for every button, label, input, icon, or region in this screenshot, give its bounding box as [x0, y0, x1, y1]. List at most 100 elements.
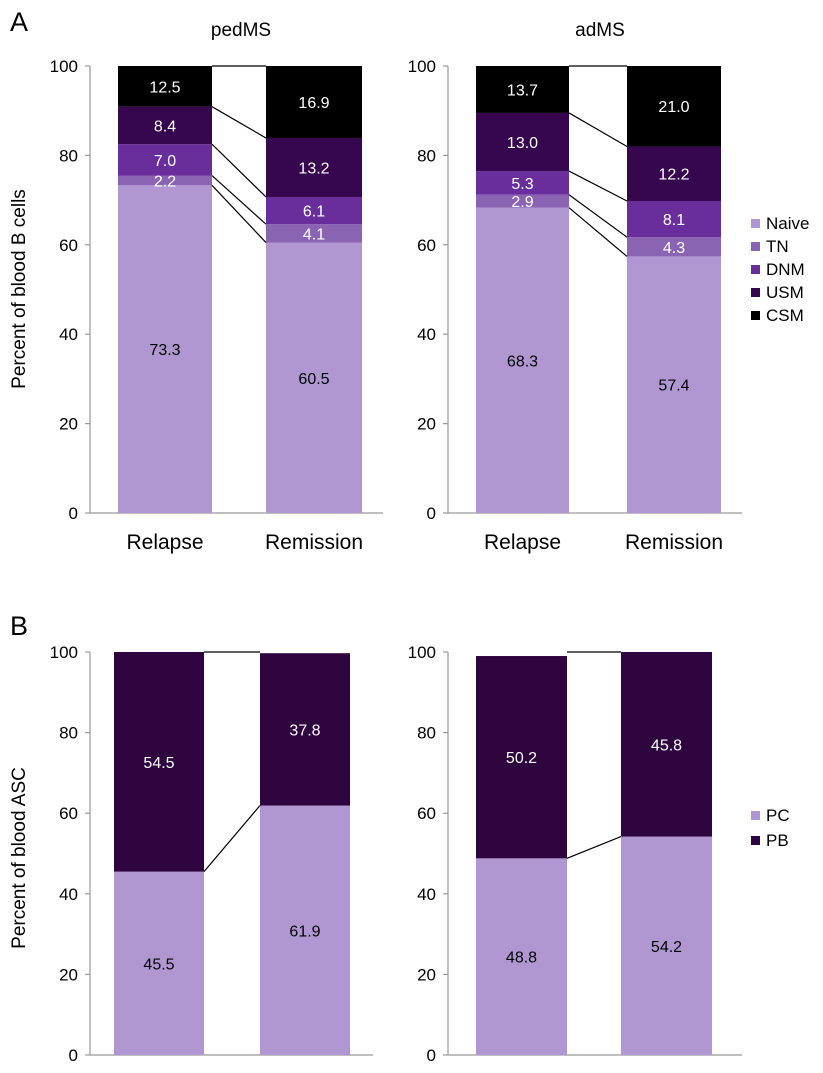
- data-label-csm-relapse: 13.7: [507, 82, 538, 99]
- bar-naive-relapse: [476, 207, 569, 513]
- bar-usm-remission: [266, 137, 362, 197]
- legend-swatch-tn: [751, 242, 760, 251]
- data-label-csm-remission: 16.9: [298, 95, 329, 112]
- bar-dnm-remission: [266, 196, 362, 225]
- bar-csm-remission: [627, 66, 721, 147]
- bar-pb-remission: [621, 652, 712, 837]
- legend-b-cells: Naive TN DNM USM CSM: [751, 214, 809, 325]
- x-tick-label-relapse: Relapse: [126, 531, 203, 554]
- data-label-tn-remission: 4.1: [303, 226, 325, 243]
- bar-naive-remission: [266, 242, 362, 513]
- y-tick-label: 20: [59, 965, 78, 984]
- data-label-pc-relapse: 48.8: [506, 950, 537, 967]
- data-label-usm-relapse: 8.4: [154, 118, 176, 135]
- segment-connector: [568, 207, 628, 257]
- data-label-usm-relapse: 13.0: [507, 135, 538, 152]
- y-tick-label: 60: [417, 236, 436, 255]
- data-label-dnm-relapse: 7.0: [154, 153, 176, 170]
- segment-connector: [568, 112, 628, 147]
- data-label-csm-remission: 21.0: [658, 99, 689, 116]
- chart-title-adms: adMS: [575, 20, 625, 41]
- chart-title-pedms: pedMS: [211, 20, 271, 41]
- segment-connector: [211, 143, 267, 198]
- y-tick-label: 40: [59, 885, 78, 904]
- bar-tn-relapse: [476, 194, 569, 208]
- bar-tn-remission: [627, 237, 721, 257]
- bar-csm-relapse: [118, 66, 212, 107]
- y-tick-label: 40: [417, 885, 436, 904]
- bar-tn-relapse: [118, 175, 212, 186]
- bar-pb-relapse: [114, 652, 204, 872]
- y-tick-label: 0: [427, 1046, 436, 1065]
- bar-pb-remission: [260, 653, 350, 806]
- data-label-usm-remission: 12.2: [658, 167, 689, 184]
- y-tick-label: 0: [69, 1046, 78, 1065]
- y-tick-label: 100: [408, 57, 436, 76]
- y-tick-label: 60: [417, 804, 436, 823]
- legend-label-naive: Naive: [766, 214, 809, 233]
- segment-connector: [568, 170, 628, 202]
- chart-pedms-asc: 02040608010045.561.954.537.8RelapseRemis…: [50, 643, 373, 1065]
- legend-swatch-usm: [751, 288, 760, 297]
- y-tick-label: 40: [417, 325, 436, 344]
- y-tick-label: 80: [417, 724, 436, 743]
- data-label-dnm-remission: 6.1: [303, 204, 325, 221]
- bar-dnm-relapse: [476, 171, 569, 195]
- data-label-tn-remission: 4.3: [663, 240, 685, 257]
- segment-connector: [211, 106, 267, 139]
- data-label-pb-remission: 37.8: [289, 722, 320, 739]
- legend-label-usm: USM: [766, 283, 804, 302]
- data-label-naive-remission: 57.4: [658, 378, 689, 395]
- bar-pc-relapse: [476, 858, 567, 1055]
- segment-connector: [211, 184, 267, 243]
- y-tick-label: 20: [59, 415, 78, 434]
- bar-dnm-remission: [627, 200, 721, 238]
- bar-pc-remission: [260, 805, 350, 1055]
- segment-connector: [211, 175, 267, 225]
- legend-swatch-csm: [751, 311, 760, 320]
- y-tick-label: 0: [427, 504, 436, 523]
- data-label-naive-remission: 60.5: [298, 371, 329, 388]
- bar-tn-remission: [266, 224, 362, 243]
- bar-pc-remission: [621, 836, 712, 1055]
- x-tick-label-remission: Remission: [625, 531, 723, 554]
- data-label-pb-remission: 45.8: [651, 737, 682, 754]
- legend-swatch-pc: [751, 811, 760, 820]
- data-label-pc-relapse: 45.5: [143, 956, 174, 973]
- segment-connector: [566, 836, 622, 859]
- x-tick-label-remission: Remission: [265, 531, 363, 554]
- legend-swatch-naive: [751, 219, 760, 228]
- data-label-csm-relapse: 12.5: [149, 79, 180, 96]
- y-tick-label: 80: [59, 146, 78, 165]
- y-tick-label: 100: [50, 643, 78, 662]
- y-tick-label: 80: [417, 146, 436, 165]
- y-tick-label: 0: [69, 504, 78, 523]
- data-label-usm-remission: 13.2: [298, 160, 329, 177]
- x-tick-label-relapse: Relapse: [484, 531, 561, 554]
- bar-naive-relapse: [118, 185, 212, 513]
- data-label-dnm-relapse: 5.3: [511, 176, 533, 193]
- bar-pc-relapse: [114, 871, 204, 1055]
- legend-label-pb: PB: [766, 831, 789, 850]
- chart-adms-asc: 02040608010048.854.250.245.8RelapseRemis…: [408, 643, 742, 1065]
- chart-adms-b-cells: 0 20 40 60 80 100 68.3 57.4 2.9 4.3 5.3 8.1 13.0 12.2…: [408, 57, 742, 554]
- bar-usm-relapse: [118, 106, 212, 145]
- data-label-naive-relapse: 73.3: [149, 342, 180, 359]
- y-axis-label-a: Percent of blood B cells: [9, 189, 30, 389]
- data-label-pb-relapse: 50.2: [506, 750, 537, 767]
- y-tick-label: 40: [59, 325, 78, 344]
- bar-csm-remission: [266, 66, 362, 138]
- panel-letter-b: B: [10, 611, 28, 641]
- data-label-dnm-remission: 8.1: [663, 212, 685, 229]
- y-tick-label: 60: [59, 804, 78, 823]
- y-tick-label: 60: [59, 236, 78, 255]
- data-label-pc-remission: 54.2: [651, 939, 682, 956]
- bar-usm-remission: [627, 146, 721, 201]
- data-label-naive-relapse: 68.3: [507, 353, 538, 370]
- data-label-tn-relapse: 2.9: [511, 194, 533, 211]
- data-label-tn-relapse: 2.2: [154, 173, 176, 190]
- y-tick-label: 100: [50, 57, 78, 76]
- panel-letter-a: A: [10, 7, 28, 37]
- bar-naive-remission: [627, 256, 721, 513]
